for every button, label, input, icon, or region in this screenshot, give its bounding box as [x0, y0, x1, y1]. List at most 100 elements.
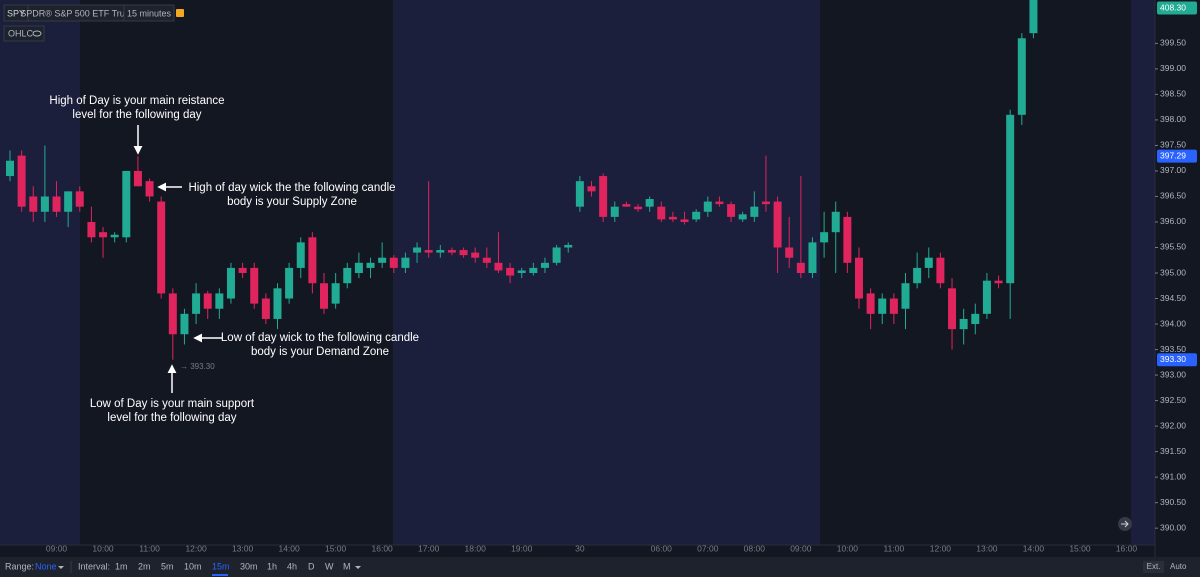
interval-option[interactable]: 1h [267, 561, 277, 571]
y-tick-label: 395.50 [1160, 242, 1186, 252]
session-shade [393, 0, 820, 545]
interval-box[interactable] [123, 4, 175, 22]
candle-body [506, 267, 515, 276]
y-tick-label: 397.00 [1160, 165, 1186, 175]
candle-body [52, 196, 61, 212]
candle-body [866, 293, 875, 314]
candle-body [854, 257, 863, 299]
candle-body [226, 267, 235, 299]
x-tick-label: 14:00 [1023, 543, 1045, 553]
annotation: Low of Day is your main support [90, 398, 255, 410]
auto-label[interactable]: Auto [1170, 562, 1187, 571]
interval-option[interactable]: D [308, 561, 315, 571]
candle-body [87, 221, 96, 238]
status-icon [176, 9, 184, 17]
candle-body [808, 242, 817, 274]
y-tick-label: 397.50 [1160, 140, 1186, 150]
candle-body [1029, 0, 1038, 34]
candle-body [878, 298, 887, 314]
dropdown-icon[interactable] [355, 566, 361, 569]
candle-body [354, 262, 363, 274]
y-tick-label: 391.00 [1160, 471, 1186, 481]
interval-option[interactable]: 15m [212, 561, 230, 571]
interval-option[interactable]: W [325, 561, 334, 571]
session-shade [0, 0, 80, 545]
y-tick-label: 392.50 [1160, 395, 1186, 405]
interval-option[interactable]: 30m [240, 561, 258, 571]
legend-box[interactable] [3, 25, 45, 42]
candle-body [424, 250, 433, 253]
range-label: Range: [5, 561, 34, 571]
x-tick-label: 07:00 [697, 543, 719, 553]
candle-body [273, 288, 282, 319]
axes: 390.00 390.50 391.00 391.50 392.00 392.50 393.… [46, 1, 1197, 553]
candle-body [447, 250, 456, 253]
x-tick-label: 12:00 [930, 543, 952, 553]
candle-body [750, 206, 759, 217]
x-tick-label: 15:00 [325, 543, 347, 553]
candle-body [889, 298, 898, 314]
candle-body [331, 283, 340, 304]
annotation: level for the following day [72, 109, 201, 121]
price-badge [1157, 1, 1197, 15]
legend-label: OHLC [8, 28, 34, 38]
candle-body [110, 234, 119, 238]
x-tick-label: 09:00 [790, 543, 812, 553]
y-tick-label: 399.50 [1160, 38, 1186, 48]
candle-body [40, 196, 49, 212]
candle-body [692, 211, 701, 220]
x-tick-label: 30 [575, 543, 585, 553]
candle-body [913, 267, 922, 284]
interval-label: Interval: [78, 561, 110, 571]
price-badge [1157, 149, 1197, 163]
candle-body [122, 170, 131, 238]
candle-body [64, 191, 73, 212]
x-tick-label: 12:00 [185, 543, 207, 553]
interval-option[interactable]: 4h [287, 561, 297, 571]
x-tick-label: 16:00 [372, 543, 394, 553]
candle-body [436, 250, 445, 253]
y-tick-label: 390.50 [1160, 497, 1186, 507]
interval-option[interactable]: 2m [138, 561, 151, 571]
candle-body [959, 318, 968, 330]
candle-body [17, 155, 26, 207]
candle-body [540, 262, 549, 268]
candle-body [145, 181, 154, 197]
range-value[interactable]: None [35, 561, 57, 571]
dropdown-icon[interactable] [58, 566, 64, 569]
candle-body [366, 262, 375, 268]
x-tick-label: 11:00 [884, 543, 905, 553]
ext-button[interactable] [1143, 561, 1164, 573]
candle-body [668, 216, 677, 220]
low-marker: → 393.30 [180, 362, 215, 371]
candle-body [413, 247, 422, 253]
interval-option[interactable]: 5m [161, 561, 174, 571]
candle-body [936, 257, 945, 284]
x-tick-label: 15:00 [1069, 543, 1091, 553]
candle-body [796, 262, 805, 274]
candle-body [843, 216, 852, 263]
x-tick-label: 06:00 [651, 543, 673, 553]
candle-body [285, 267, 294, 299]
price-badge-label: 397.29 [1160, 150, 1186, 160]
interval-option[interactable]: 1m [115, 561, 128, 571]
y-tick-label: 393.00 [1160, 369, 1186, 379]
interval-option[interactable]: M [343, 561, 351, 571]
eye-icon [32, 30, 42, 37]
candle-body [680, 219, 689, 222]
candle-body [901, 283, 910, 309]
candle-body [622, 204, 631, 207]
candle-body [517, 270, 526, 274]
interval-option[interactable]: 10m [184, 561, 202, 571]
candle-body [180, 313, 189, 335]
toolbar [0, 557, 1200, 577]
annotation: body is your Supply Zone [227, 196, 357, 208]
interval-list: 1m 2m 5m 10m 15m 30m 1h 4h D W M [115, 561, 351, 576]
candle-body [6, 160, 14, 177]
candle-body [715, 201, 724, 205]
y-tick-label: 390.00 [1160, 522, 1186, 532]
candle-body [820, 232, 829, 243]
candle-body [703, 201, 712, 212]
scroll-icon [1121, 520, 1129, 528]
